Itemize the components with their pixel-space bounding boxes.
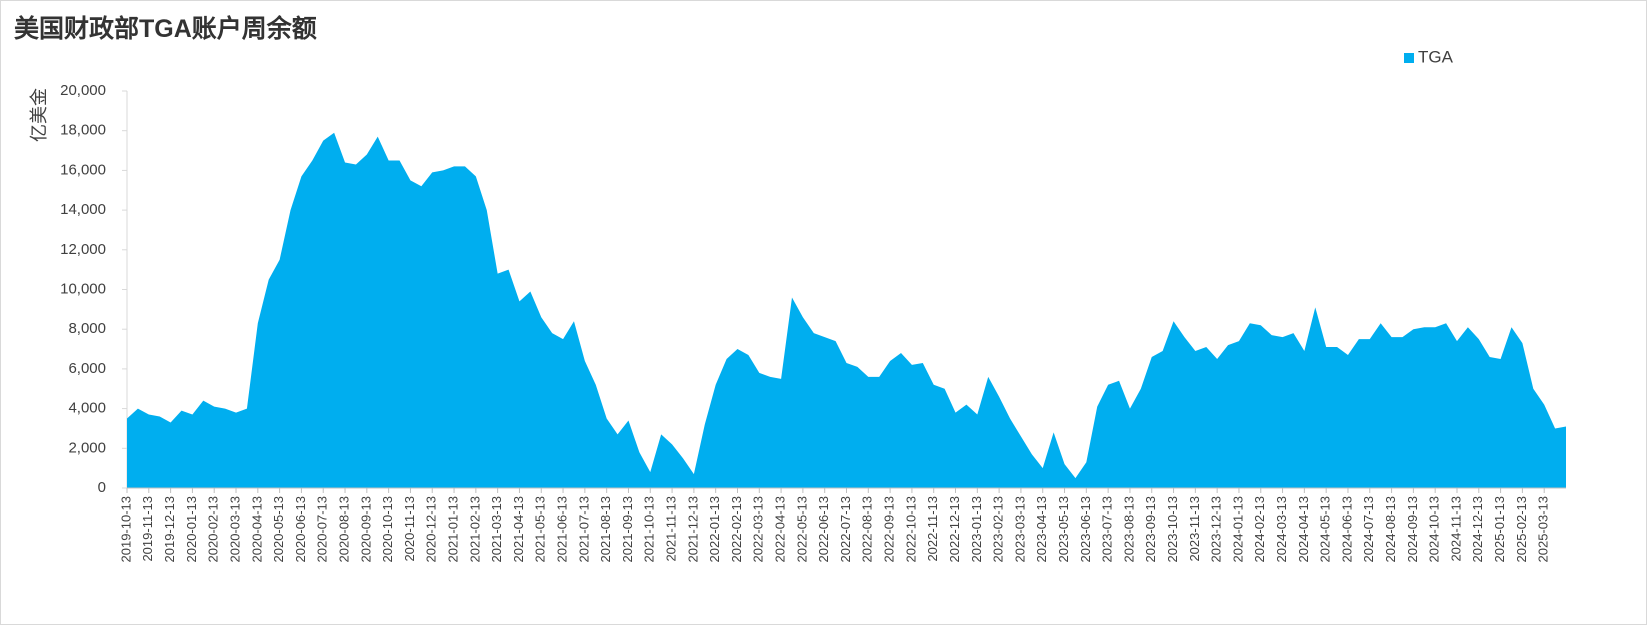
- x-tick-label: 2021-11-13: [664, 496, 679, 562]
- x-tick-label: 2022-11-13: [925, 496, 940, 562]
- x-tick-label: 2020-05-13: [271, 496, 286, 563]
- x-tick-label: 2022-03-13: [751, 496, 766, 563]
- x-tick-label: 2021-08-13: [598, 496, 613, 563]
- x-tick-label: 2024-08-13: [1383, 496, 1398, 563]
- legend-swatch: [1404, 53, 1414, 63]
- x-tick-label: 2021-09-13: [620, 496, 635, 563]
- x-tick-label: 2020-09-13: [358, 496, 373, 563]
- x-tick-label: 2022-01-13: [707, 496, 722, 563]
- x-tick-label: 2024-06-13: [1339, 496, 1354, 563]
- x-tick-label: 2020-02-13: [206, 496, 221, 563]
- x-tick-label: 2020-03-13: [227, 496, 242, 563]
- x-tick-label: 2021-03-13: [489, 496, 504, 563]
- x-tick-label: 2024-09-13: [1405, 496, 1420, 563]
- y-tick-label: 6,000: [68, 360, 106, 377]
- x-tick-label: 2023-02-13: [991, 496, 1006, 563]
- area: [127, 132, 1566, 488]
- y-tick-label: 12,000: [60, 241, 106, 258]
- x-tick-label: 2020-11-13: [402, 496, 417, 562]
- y-tick-label: 4,000: [68, 400, 106, 417]
- x-tick-label: 2022-04-13: [773, 496, 788, 563]
- x-tick-label: 2023-08-13: [1121, 496, 1136, 563]
- x-tick-label: 2021-04-13: [511, 496, 526, 563]
- y-tick-label: 0: [98, 479, 106, 496]
- legend-label: TGA: [1418, 47, 1454, 66]
- x-tick-label: 2024-12-13: [1470, 496, 1485, 563]
- x-tick-label: 2022-02-13: [729, 496, 744, 563]
- x-tick-label: 2022-05-13: [794, 496, 809, 563]
- y-axis-label: 亿美金: [29, 88, 49, 142]
- y-tick-label: 14,000: [60, 201, 106, 218]
- x-tick-label: 2023-06-13: [1078, 496, 1093, 563]
- x-tick-label: 2022-07-13: [838, 496, 853, 563]
- x-tick-label: 2023-10-13: [1165, 496, 1180, 563]
- x-tick-label: 2023-01-13: [969, 496, 984, 563]
- y-tick-label: 20,000: [60, 82, 106, 99]
- x-tick-label: 2020-01-13: [184, 496, 199, 563]
- x-tick-label: 2020-07-13: [315, 496, 330, 563]
- x-tick-label: 2020-04-13: [249, 496, 264, 563]
- x-tick-label: 2023-05-13: [1056, 496, 1071, 563]
- x-tick-label: 2023-12-13: [1209, 496, 1224, 563]
- x-tick-label: 2023-03-13: [1012, 496, 1027, 563]
- x-tick-label: 2025-03-13: [1536, 496, 1551, 563]
- chart-title: 美国财政部TGA账户周余额: [14, 14, 317, 43]
- x-tick-label: 2021-06-13: [554, 496, 569, 563]
- x-tick-label: 2020-06-13: [293, 496, 308, 563]
- x-tick-label: 2023-07-13: [1100, 496, 1115, 563]
- x-tick-label: 2022-12-13: [947, 496, 962, 563]
- x-tick-label: 2023-04-13: [1034, 496, 1049, 563]
- x-tick-label: 2024-11-13: [1448, 496, 1463, 562]
- x-tick-label: 2025-02-13: [1514, 496, 1529, 563]
- x-tick-label: 2021-01-13: [445, 496, 460, 563]
- x-tick-label: 2020-10-13: [380, 496, 395, 563]
- y-tick-label: 2,000: [68, 439, 106, 456]
- x-tick-label: 2021-02-13: [467, 496, 482, 563]
- x-tick-label: 2020-12-13: [424, 496, 439, 563]
- x-tick-label: 2023-11-13: [1187, 496, 1202, 562]
- x-tick-label: 2024-07-13: [1361, 496, 1376, 563]
- x-tick-label: 2024-10-13: [1427, 496, 1442, 563]
- x-tick-label: 2025-01-13: [1492, 496, 1507, 563]
- x-tick-label: 2023-09-13: [1143, 496, 1158, 563]
- x-tick-label: 2019-12-13: [162, 496, 177, 563]
- x-tick-label: 2024-04-13: [1296, 496, 1311, 563]
- y-tick-label: 10,000: [60, 280, 106, 297]
- x-tick-label: 2024-03-13: [1274, 496, 1289, 563]
- x-tick-label: 2021-12-13: [685, 496, 700, 563]
- x-tick-label: 2024-05-13: [1318, 496, 1333, 563]
- x-tick-label: 2022-08-13: [860, 496, 875, 563]
- y-tick-label: 8,000: [68, 320, 106, 337]
- x-tick-label: 2021-10-13: [642, 496, 657, 563]
- x-tick-label: 2024-02-13: [1252, 496, 1267, 563]
- x-tick-label: 2021-05-13: [533, 496, 548, 563]
- x-tick-label: 2019-10-13: [118, 496, 133, 563]
- x-tick-label: 2022-09-13: [882, 496, 897, 563]
- x-tick-label: 2022-06-13: [816, 496, 831, 563]
- x-tick-label: 2021-07-13: [576, 496, 591, 563]
- x-tick-label: 2022-10-13: [903, 496, 918, 563]
- x-tick-label: 2020-08-13: [336, 496, 351, 563]
- x-tick-label: 2019-11-13: [140, 496, 155, 562]
- x-tick-label: 2024-01-13: [1230, 496, 1245, 563]
- y-tick-label: 16,000: [60, 161, 106, 178]
- y-tick-label: 18,000: [60, 122, 106, 139]
